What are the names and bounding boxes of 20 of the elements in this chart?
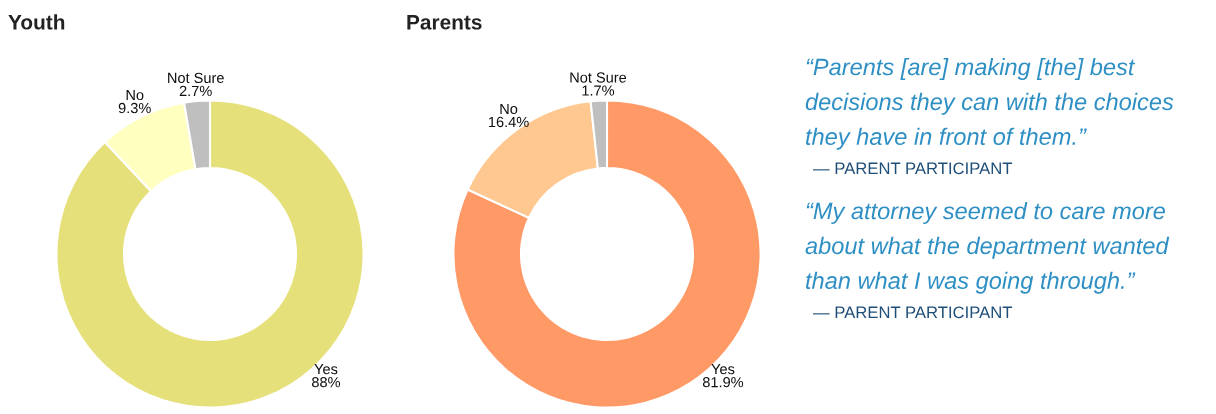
data-label: 81.9% [702, 377, 744, 388]
donut-slice [452, 99, 762, 409]
data-label: 2.7% [179, 85, 212, 97]
data-label: 1.7% [582, 85, 615, 96]
slice-label: Yes [314, 364, 338, 375]
text: — PARENT PARTICIPANT [813, 306, 1013, 319]
chart-title: Parents [407, 15, 482, 30]
slice-label: Not Sure [168, 72, 224, 84]
text: “Parents [are] making [the] best decisions they can with the choices they have in front of them.” [805, 58, 1174, 150]
data-label: 9.3% [118, 102, 151, 114]
slice-label: No [500, 103, 518, 115]
data-label: 16.4% [488, 116, 529, 128]
slice-label: Not Sure [570, 72, 627, 83]
chart-title: Youth [8, 14, 65, 30]
slice-label: No [126, 89, 144, 101]
text: — PARENT PARTICIPANT [813, 162, 1013, 175]
data-label: 88% [312, 377, 341, 388]
text: “My attorney seemed to care more about what the department wanted than what I was going through.” [805, 202, 1170, 294]
donut-slice [55, 99, 365, 409]
slice-label: Yes [711, 364, 735, 375]
